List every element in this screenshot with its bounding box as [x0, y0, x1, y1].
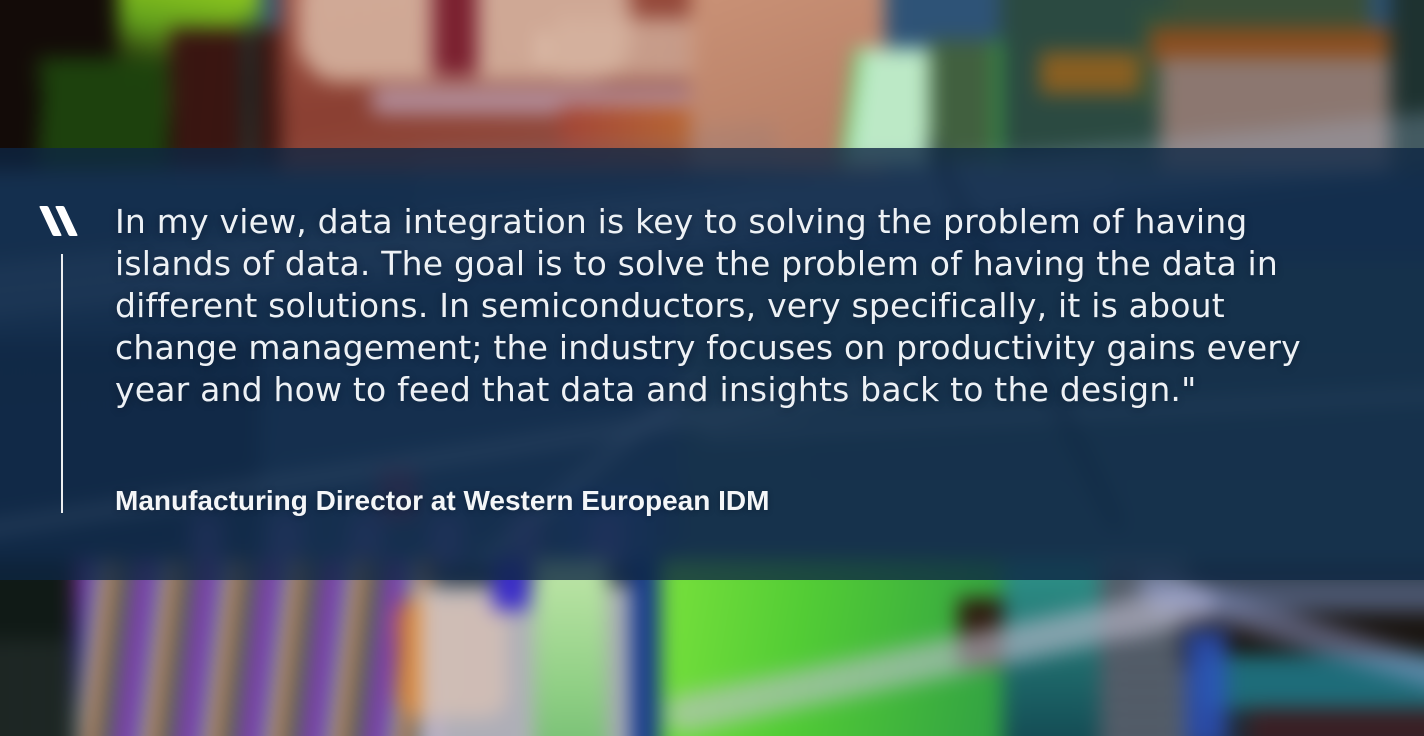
quote-line-3: different solutions. In semiconductors, … — [115, 286, 1225, 325]
quote-line-5: year and how to feed that data and insig… — [115, 370, 1197, 409]
quote-mark-icon — [39, 206, 86, 236]
quote-overlay-band — [0, 148, 1424, 580]
quote-line-1: In my view, data integration is key to s… — [115, 202, 1248, 241]
vertical-rule — [61, 254, 63, 513]
attribution: Manufacturing Director at Western Europe… — [115, 485, 770, 516]
quote-text: In my view, data integration is key to s… — [115, 201, 1301, 411]
quote-line-4: change management; the industry focuses … — [115, 328, 1301, 367]
quote-line-2: islands of data. The goal is to solve th… — [115, 244, 1279, 283]
